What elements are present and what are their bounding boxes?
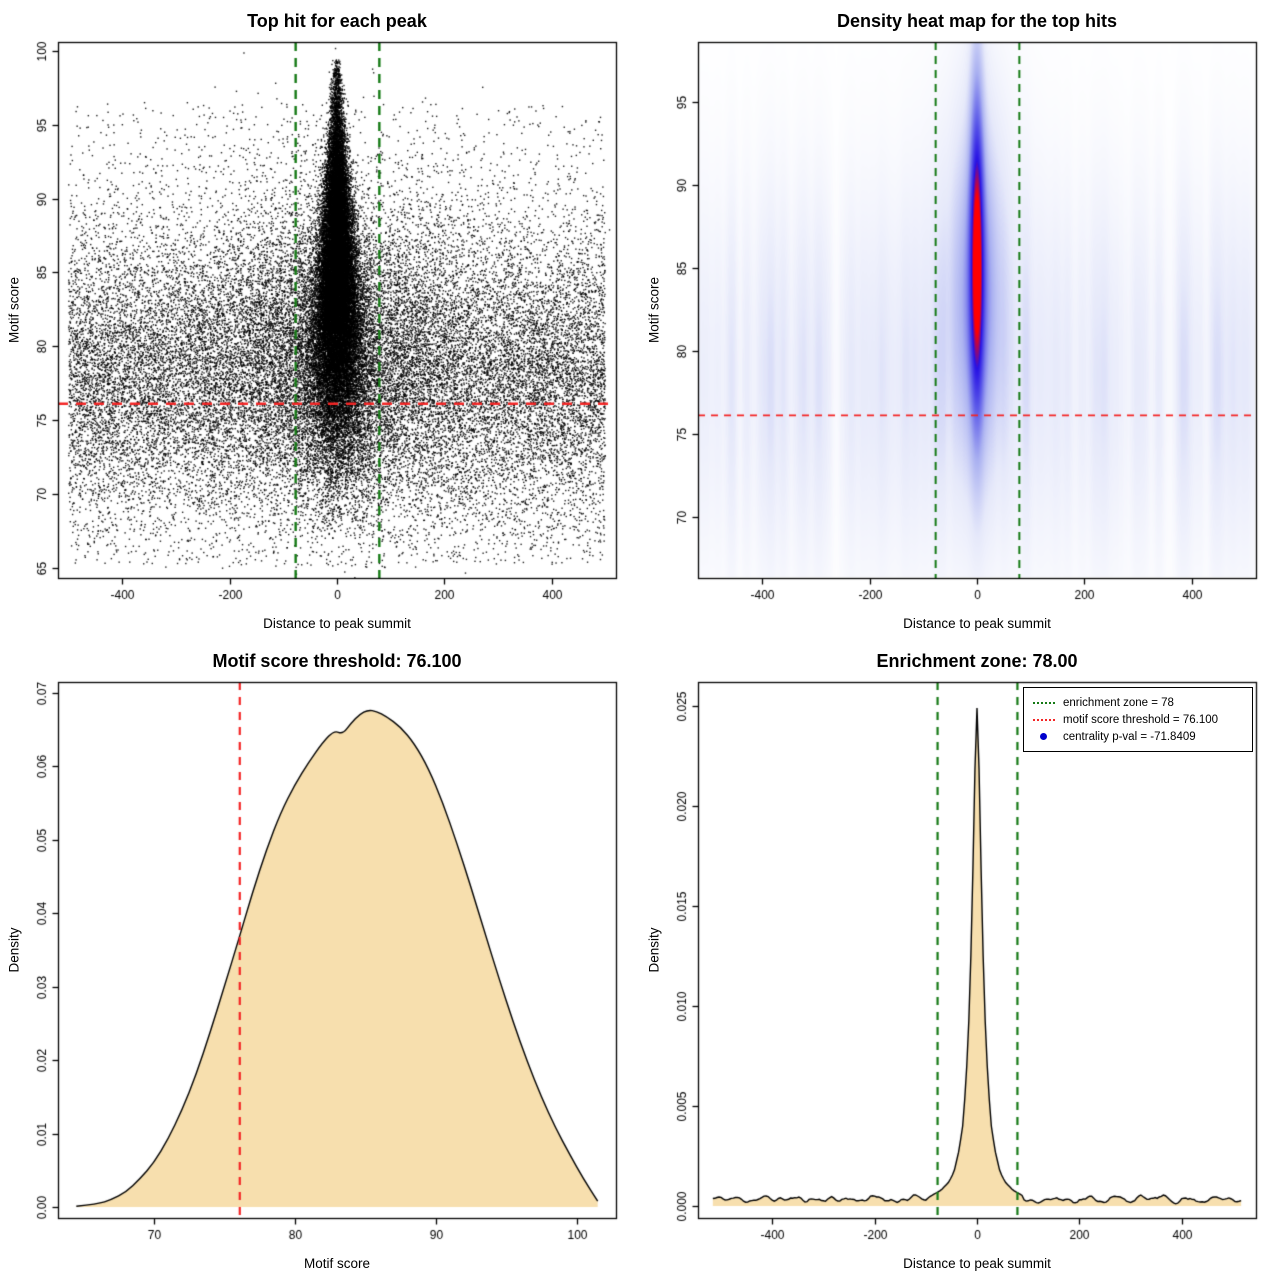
score-density-title: Motif score threshold: 76.100 [212,651,462,671]
legend-entry-label: enrichment zone = 78 [1063,696,1174,709]
enrichment-zone-y-axis-label: Density [646,927,662,973]
panel-density-heatmap: Density heat map for the top hits Distan… [640,0,1280,640]
panel-motif-score-density: Motif score threshold: 76.100 Motif scor… [0,640,640,1280]
legend-entry: motif score threshold = 76.100 [1033,711,1243,728]
legend-entry-label: motif score threshold = 76.100 [1063,713,1219,726]
heatmap-y-axis-label: Motif score [646,276,662,344]
panel-top-hit-scatter: Top hit for each peak Distance to peak s… [0,0,640,640]
heatmap-canvas [640,0,1280,640]
score-density-canvas [0,640,640,1280]
score-density-y-axis-label: Density [6,927,22,973]
scatter-plot-canvas [0,0,640,640]
score-density-x-axis-label: Motif score [303,1256,371,1271]
panel-enrichment-zone-density: Enrichment zone: 78.00 Distance to peak … [640,640,1280,1280]
legend: enrichment zone = 78 motif score threshol… [1023,687,1253,752]
legend-entry: centrality p-val = -71.8409 [1033,728,1243,745]
heatmap-x-axis-label: Distance to peak summit [903,616,1051,631]
legend-entry: enrichment zone = 78 [1033,694,1243,711]
scatter-y-axis-label: Motif score [6,276,22,344]
legend-dotted-line-marker [1033,701,1055,704]
legend-dot-marker [1040,733,1047,740]
enrichment-zone-title: Enrichment zone: 78.00 [876,651,1078,671]
legend-dotted-line-marker [1033,718,1055,721]
heatmap-title: Density heat map for the top hits [836,11,1118,31]
enrichment-zone-x-axis-label: Distance to peak summit [903,1256,1051,1271]
legend-entry-label: centrality p-val = -71.8409 [1063,730,1196,743]
scatter-x-axis-label: Distance to peak summit [263,616,411,631]
scatter-title: Top hit for each peak [247,11,427,31]
